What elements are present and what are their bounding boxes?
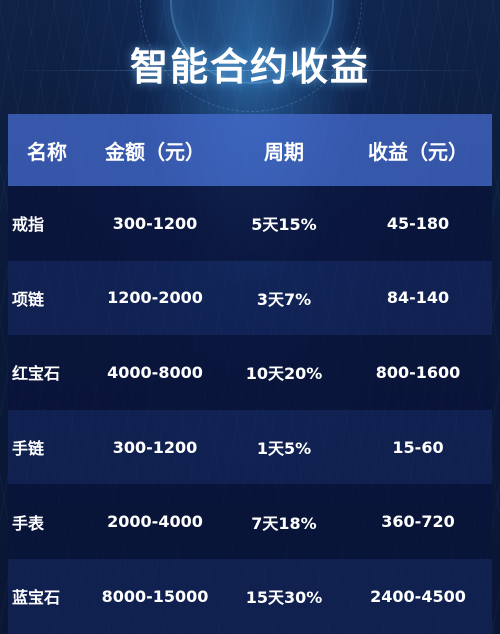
table-row: 红宝石 4000-8000 10天20% 800-1600 bbox=[8, 335, 492, 410]
header-return: 收益（元） bbox=[368, 139, 468, 164]
cell-amount: 8000-15000 bbox=[101, 586, 209, 606]
page-title: 智能合约收益 bbox=[129, 45, 370, 89]
table-row: 手链 300-1200 1天5% 15-60 bbox=[8, 409, 492, 485]
table-row: 蓝宝石 8000-15000 15天30% 2400-4500 bbox=[8, 558, 492, 634]
cell-name: 蓝宝石 bbox=[12, 588, 61, 608]
cell-period: 15天30% bbox=[245, 588, 323, 608]
table-row: 手表 2000-4000 7天18% 360-720 bbox=[8, 484, 492, 559]
cell-period: 7天18% bbox=[251, 513, 317, 533]
horizon-line bbox=[0, 70, 500, 71]
cell-amount: 2000-4000 bbox=[107, 512, 203, 532]
cell-return: 2400-4500 bbox=[370, 586, 466, 606]
cell-period: 5天15% bbox=[251, 215, 317, 235]
header-name: 名称 bbox=[27, 139, 67, 164]
cell-period: 10天20% bbox=[245, 364, 323, 384]
cell-return: 800-1600 bbox=[375, 362, 461, 382]
cell-name: 红宝石 bbox=[12, 364, 61, 384]
cell-period: 1天5% bbox=[256, 439, 312, 459]
cell-return: 84-140 bbox=[386, 288, 450, 308]
table-row: 项链 1200-2000 3天7% 84-140 bbox=[8, 260, 492, 336]
cell-name: 项链 bbox=[12, 289, 45, 309]
cell-name: 手链 bbox=[12, 439, 45, 459]
header-period: 周期 bbox=[264, 139, 304, 164]
cell-return: 15-60 bbox=[392, 437, 444, 457]
cell-return: 360-720 bbox=[381, 512, 455, 532]
cell-return: 45-180 bbox=[386, 213, 450, 233]
cell-name: 手表 bbox=[12, 513, 45, 533]
table-header-row: 名称 金额（元） 周期 收益（元） bbox=[8, 114, 492, 186]
header-amount: 金额（元） bbox=[105, 139, 205, 164]
cell-name: 戒指 bbox=[12, 215, 45, 235]
cell-period: 3天7% bbox=[256, 289, 312, 309]
table-row: 戒指 300-1200 5天15% 45-180 bbox=[8, 186, 492, 261]
cell-amount: 1200-2000 bbox=[107, 288, 203, 308]
cell-amount: 300-1200 bbox=[112, 213, 198, 233]
cell-amount: 4000-8000 bbox=[107, 362, 203, 382]
cell-amount: 300-1200 bbox=[112, 437, 198, 457]
earnings-table: 名称 金额（元） 周期 收益（元） 戒指 300-1200 5天15% 45-1… bbox=[8, 114, 492, 634]
